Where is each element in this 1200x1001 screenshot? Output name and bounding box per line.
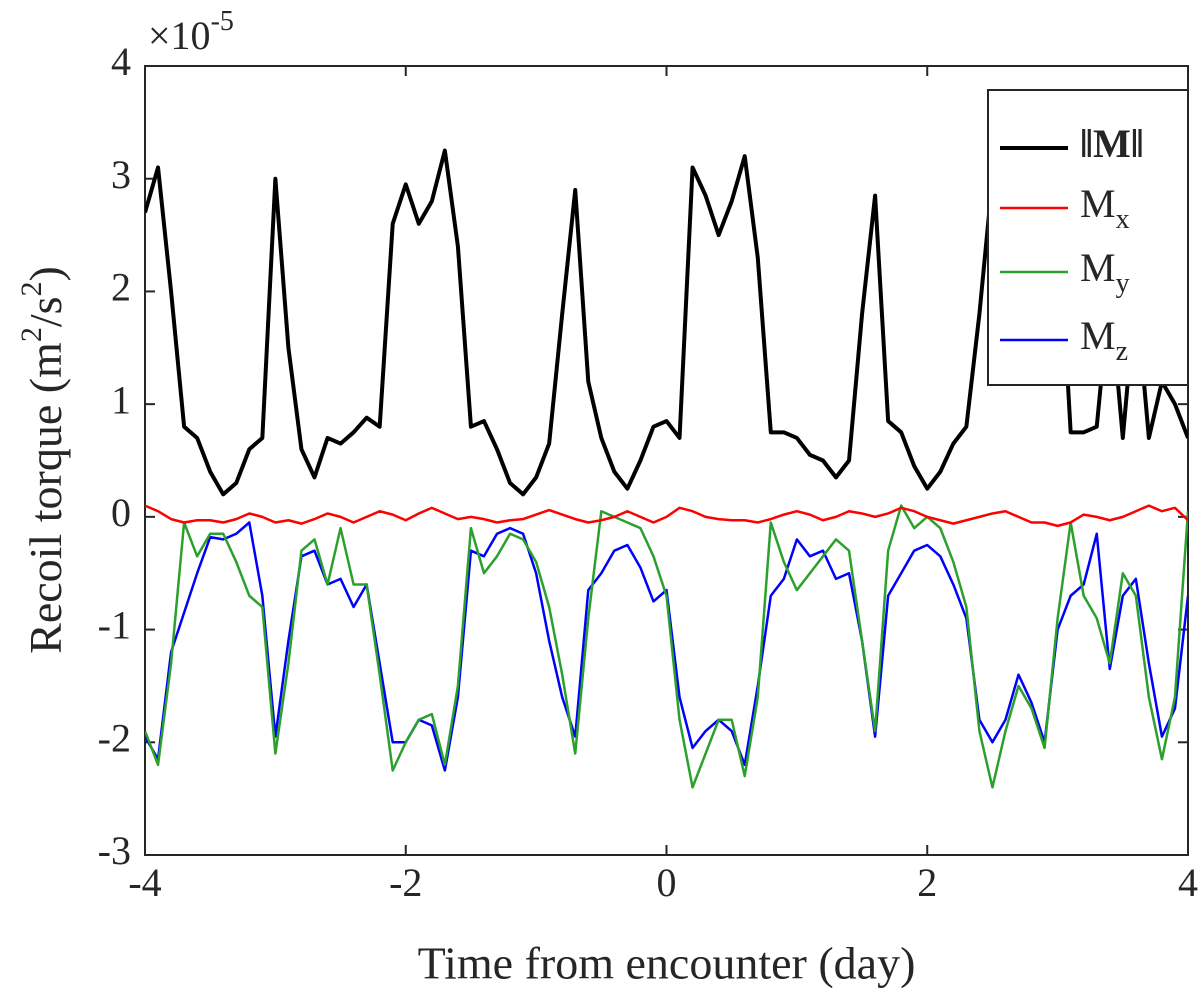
y-tick-label: -3 — [98, 828, 131, 873]
y-multiplier-exp: -5 — [211, 6, 234, 37]
legend-label: My — [1080, 245, 1130, 299]
legend-label: ‖M‖ — [1080, 121, 1144, 166]
y-axis-label-part: /s — [20, 296, 71, 327]
x-tick-label: -4 — [128, 860, 161, 905]
legend-subscript: z — [1116, 336, 1128, 367]
line — [145, 504, 1188, 528]
legend-subscript: x — [1116, 204, 1130, 235]
y-multiplier-base: ×10 — [148, 13, 211, 58]
x-axis-label: Time from encounter (day) — [418, 938, 916, 989]
legend-subscript: y — [1116, 268, 1130, 299]
y-axis-label-part: 2 — [15, 281, 48, 296]
x-tick-label: 0 — [657, 860, 677, 905]
legend-box — [987, 89, 1189, 386]
legend-name: M — [1080, 245, 1116, 290]
legend-label: Mz — [1080, 313, 1128, 367]
y-axis-label: Recoil torque (m2/s2) — [15, 266, 71, 654]
y-tick-label: 4 — [111, 39, 131, 84]
y-tick-label: -1 — [98, 603, 131, 648]
y-tick-label: 0 — [111, 490, 131, 535]
y-axis-label-part: 2 — [15, 327, 48, 342]
legend-name: ‖M‖ — [1080, 121, 1144, 166]
y-tick-label: 1 — [111, 377, 131, 422]
x-tick-label: 4 — [1178, 860, 1198, 905]
x-tick-label: -2 — [389, 860, 422, 905]
y-tick-label: 2 — [111, 265, 131, 310]
line — [145, 521, 1188, 772]
y-axis-label-part: ) — [20, 266, 71, 281]
legend-label: Mx — [1080, 181, 1130, 235]
y-axis-label-part: Recoil torque (m — [20, 342, 71, 654]
line — [145, 504, 1188, 789]
y-tick-label: -2 — [98, 715, 131, 760]
y-tick-label: 3 — [111, 152, 131, 197]
legend-name: M — [1080, 181, 1116, 226]
x-tick-label: 2 — [917, 860, 937, 905]
legend-name: M — [1080, 313, 1116, 358]
y-multiplier: ×10-5 — [148, 6, 234, 58]
